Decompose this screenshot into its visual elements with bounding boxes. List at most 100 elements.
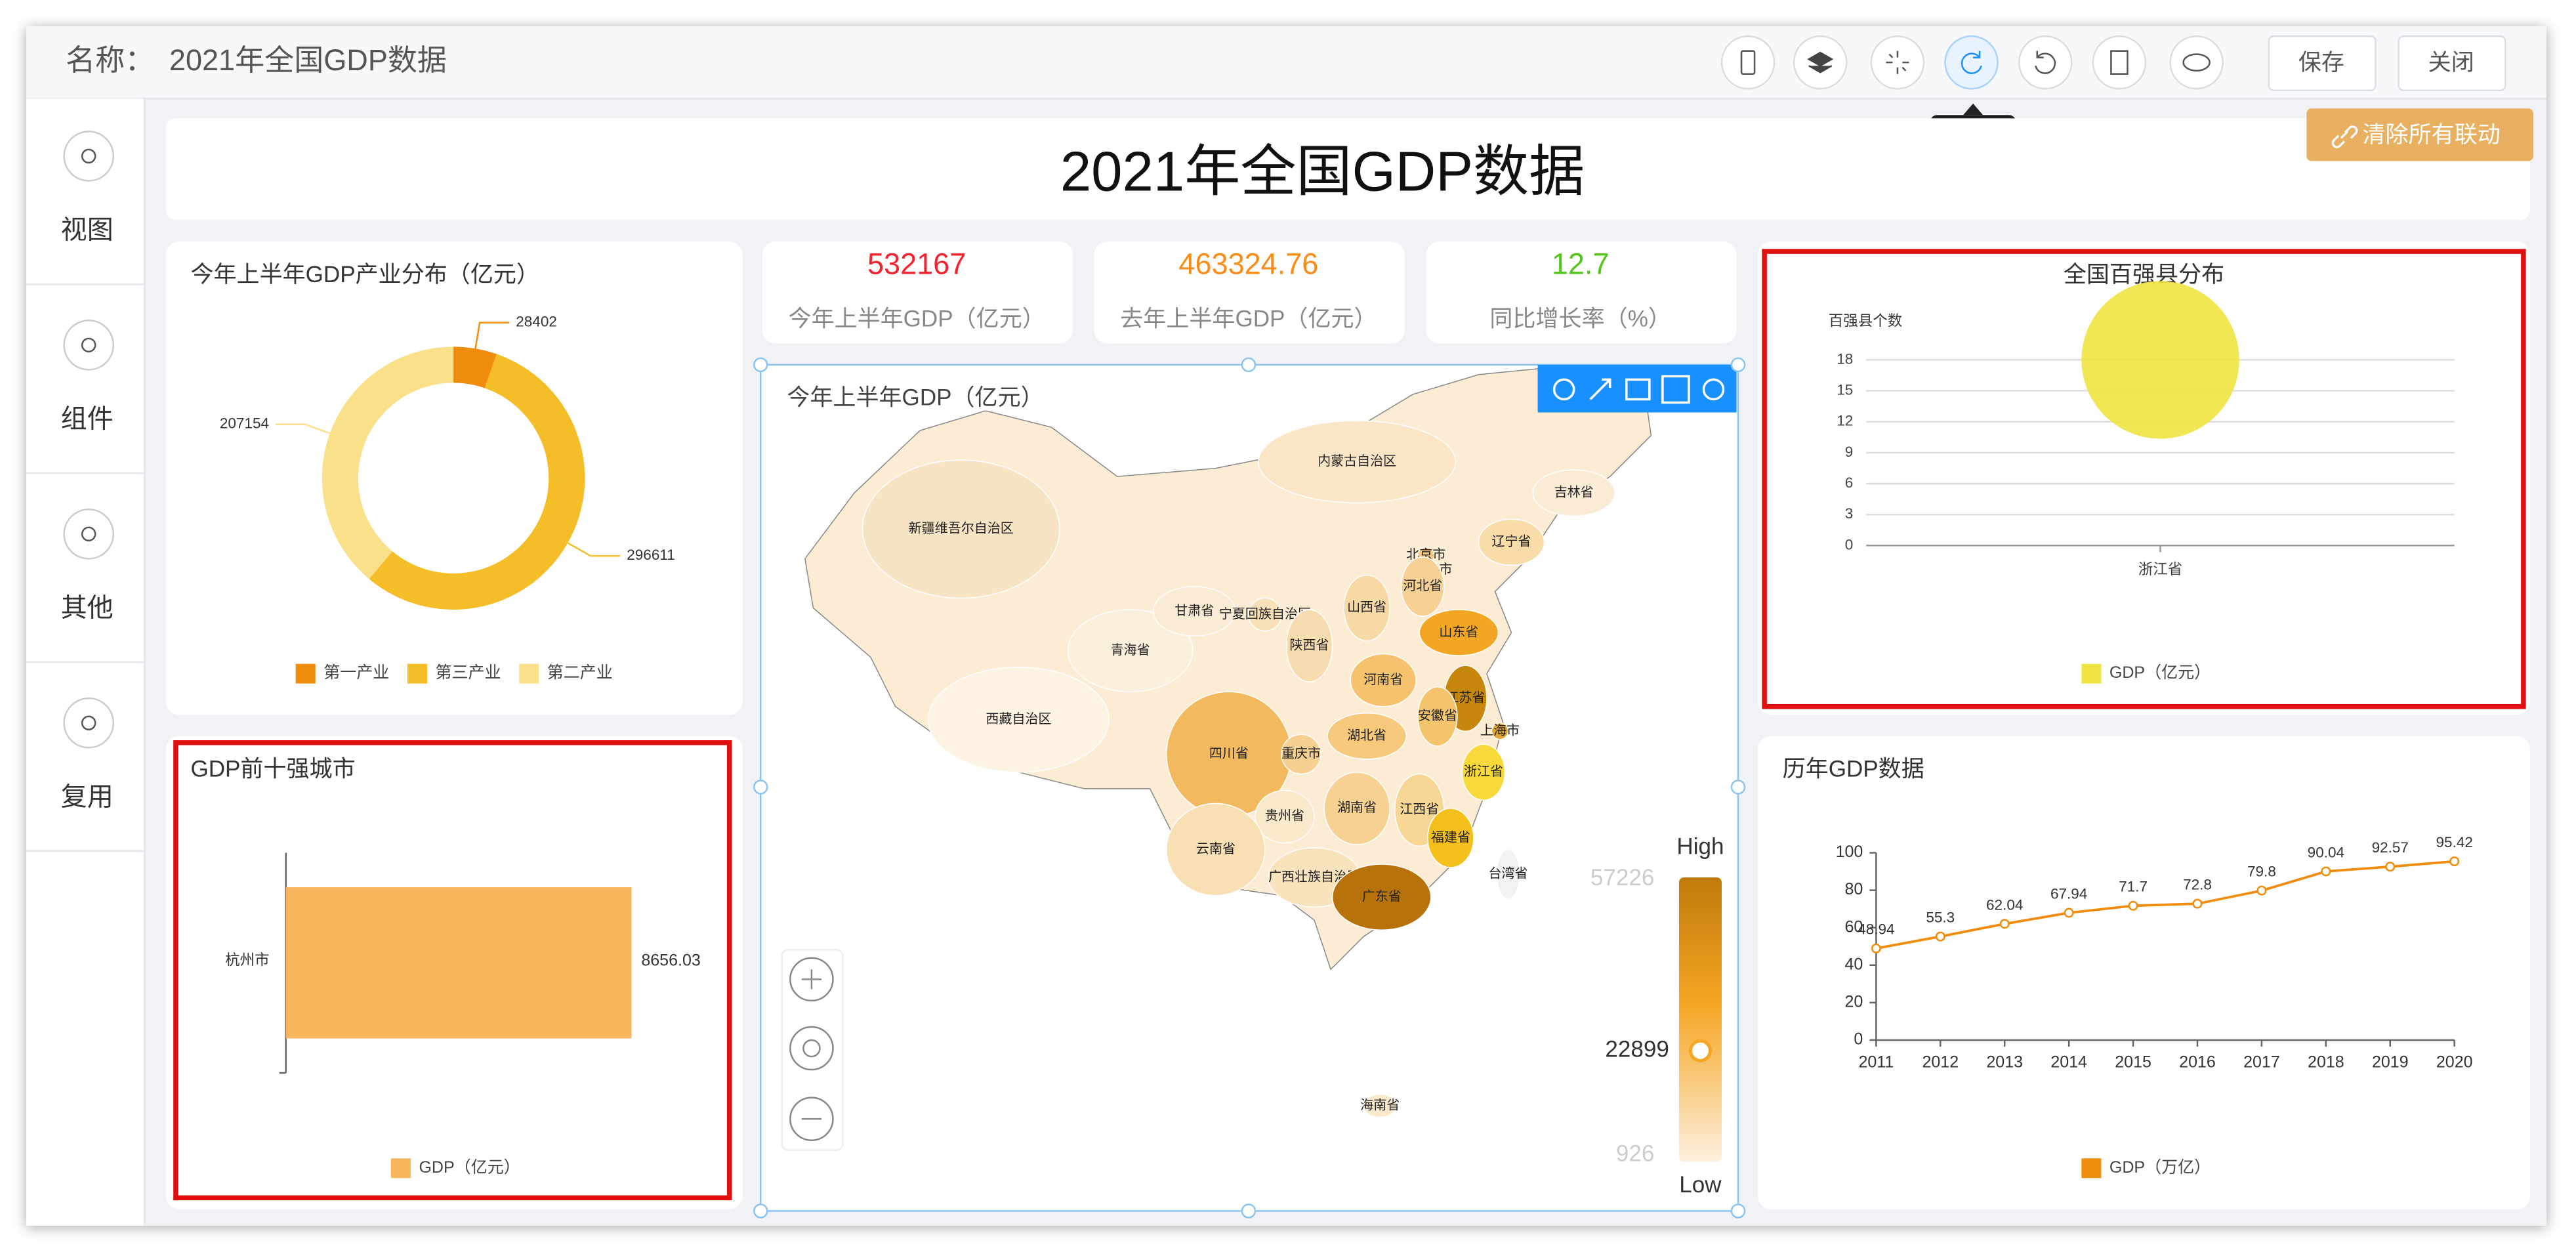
- icon-settings[interactable]: [1702, 378, 1725, 401]
- region-label: 江苏省: [1445, 690, 1485, 705]
- handle[interactable]: [753, 780, 768, 795]
- icon-layers: [1807, 51, 1834, 73]
- highlight-box: [1762, 249, 2526, 709]
- icon-button[interactable]: [2018, 35, 2073, 90]
- x-tick-label: 2014: [2050, 1053, 2087, 1072]
- data-label: 207154: [220, 415, 269, 432]
- line-point: [1999, 919, 2010, 929]
- sidebar-label[interactable]: 组件: [61, 405, 114, 434]
- kpi-label: 去年上半年GDP（亿元）: [1120, 306, 1377, 332]
- kpi-card: [1426, 241, 1737, 344]
- highlight-box: [173, 740, 732, 1201]
- legend-label: GDP（万亿）: [2109, 1158, 2211, 1177]
- x-tick-label: 2015: [2115, 1053, 2151, 1072]
- y-tick-label: 80: [1845, 880, 1863, 898]
- sidebar-label[interactable]: 复用: [61, 782, 114, 811]
- legend-label: 第一产业: [323, 663, 389, 682]
- save-button[interactable]: [2268, 35, 2377, 91]
- zoom-reset[interactable]: [789, 1026, 834, 1071]
- region-label: 山西省: [1347, 600, 1386, 615]
- region-label: 台湾省: [1488, 866, 1527, 881]
- close-button[interactable]: [2398, 35, 2506, 91]
- kpi-card: [1094, 241, 1405, 344]
- icon-button[interactable]: [2092, 35, 2147, 90]
- map-region: [1419, 609, 1499, 656]
- map-region: [1343, 574, 1390, 642]
- visual-map-min: 926: [1616, 1141, 1654, 1166]
- kpi-value: 463324.76: [1178, 247, 1318, 281]
- visual-map-max: 57226: [1590, 865, 1654, 890]
- icon-button[interactable]: [1870, 35, 1925, 90]
- region-label: 海南省: [1360, 1097, 1400, 1112]
- handle[interactable]: [1241, 357, 1257, 373]
- icon-edit[interactable]: [1661, 375, 1690, 404]
- data-label: 72.8: [2183, 877, 2212, 893]
- handle[interactable]: [1241, 1204, 1257, 1219]
- data-label: 28402: [516, 314, 557, 330]
- map-region: [1285, 609, 1333, 682]
- zoom-out[interactable]: [789, 1097, 834, 1141]
- region-label: 上海市: [1480, 723, 1520, 738]
- clear-link-button[interactable]: [2306, 108, 2533, 161]
- data-label: 62.04: [1986, 896, 2023, 913]
- bar: [285, 887, 632, 1039]
- x-tick-label: 2019: [2372, 1053, 2409, 1072]
- legend-swatch: [2081, 663, 2102, 684]
- icon-button[interactable]: [2169, 35, 2224, 90]
- x-tick-label: 2016: [2179, 1053, 2216, 1072]
- pie-slice: [322, 346, 454, 579]
- handle[interactable]: [1730, 1204, 1746, 1219]
- y-tick-label: 12: [1837, 413, 1853, 429]
- icon-button[interactable]: [1944, 35, 1999, 90]
- panel: [165, 241, 743, 715]
- zoom-in[interactable]: [789, 957, 834, 1002]
- map-region: [1323, 772, 1390, 845]
- icon-table[interactable]: [1625, 378, 1651, 401]
- x-tick-label: 2013: [1986, 1053, 2023, 1072]
- panel: [1758, 736, 2530, 1209]
- region-label: 新疆维吾尔自治区: [909, 521, 1014, 536]
- map-region: [1461, 743, 1506, 801]
- map-toolbar: [1537, 364, 1737, 413]
- toolbar-icons: [1552, 375, 1725, 404]
- x-tick-label: 浙江省: [2138, 561, 2183, 577]
- icon-expand[interactable]: [1589, 378, 1611, 400]
- line-point: [1871, 943, 1881, 953]
- region-label: 浙江省: [1464, 764, 1503, 779]
- dashboard-title: 2021年全国GDP数据: [1060, 140, 1585, 203]
- visual-map-handle[interactable]: [1688, 1039, 1712, 1062]
- clear-link-text: 清除所有联动: [2363, 122, 2501, 148]
- x-tick-label: 2012: [1922, 1053, 1959, 1072]
- close-text: 关闭: [2428, 50, 2474, 75]
- data-label: 90.04: [2308, 844, 2344, 860]
- pie-slice: [453, 346, 497, 388]
- kpi-card: [762, 241, 1073, 344]
- map-region: [1350, 653, 1417, 707]
- region-label: 山东省: [1439, 624, 1478, 639]
- line-series: [1876, 860, 2455, 950]
- region-label: 陕西省: [1290, 637, 1329, 652]
- handle[interactable]: [1730, 780, 1746, 795]
- data-label: 8656.03: [641, 951, 700, 969]
- sidebar-icon: [63, 131, 115, 182]
- icon-button[interactable]: [1720, 35, 1776, 90]
- map-region: [1248, 597, 1282, 632]
- region-label: 广西壮族自治区: [1268, 869, 1360, 884]
- region-label: 福建省: [1431, 829, 1470, 845]
- sidebar-label[interactable]: 视图: [61, 216, 114, 245]
- link-icon: [2331, 125, 2358, 148]
- icon-link[interactable]: [1552, 378, 1575, 401]
- handle[interactable]: [1730, 357, 1746, 373]
- region-label: 甘肃省: [1174, 603, 1214, 618]
- icon-undo: [2035, 51, 2056, 74]
- map-region: [1427, 808, 1474, 868]
- handle[interactable]: [753, 357, 768, 373]
- legend-label: GDP（亿元）: [2109, 663, 2211, 682]
- map-region: [1417, 686, 1458, 747]
- handle[interactable]: [753, 1204, 768, 1219]
- x-tick-label: 2017: [2243, 1053, 2280, 1072]
- panel-title: 历年GDP数据: [1783, 757, 1924, 782]
- region-label: 湖北省: [1347, 728, 1386, 743]
- plus: [801, 969, 821, 990]
- sidebar-label[interactable]: 其他: [61, 594, 114, 623]
